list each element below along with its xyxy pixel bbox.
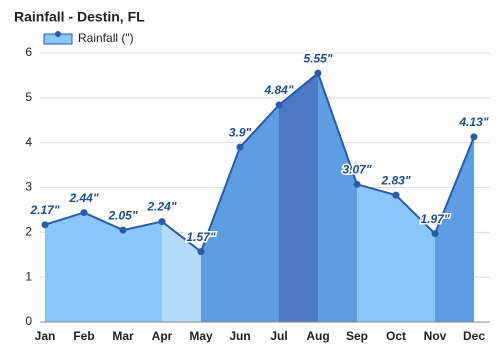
y-tick-label: 6 (25, 45, 32, 59)
point (392, 191, 400, 199)
value-label: 3.9" (229, 125, 252, 139)
y-tick-label: 1 (25, 269, 32, 283)
y-tick-label: 0 (25, 314, 32, 328)
x-tick-label: Aug (306, 329, 329, 343)
y-tick-label: 4 (25, 135, 32, 149)
x-tick-label: May (189, 329, 213, 343)
area-segment (396, 195, 435, 322)
value-label: 5.55" (303, 51, 332, 65)
value-label: 3.07" (342, 163, 371, 177)
point (119, 226, 127, 234)
x-tick-label: Jul (270, 329, 287, 343)
x-tick-label: Sep (346, 329, 368, 343)
area-segment (279, 73, 318, 322)
point (236, 143, 244, 151)
value-label: 2.44" (68, 191, 98, 205)
value-label: 1.57" (186, 230, 215, 244)
area-segment (318, 73, 357, 322)
y-tick-label: 3 (25, 180, 32, 194)
chart-title: Rainfall - Destin, FL (14, 9, 145, 25)
x-tick-label: Jun (229, 329, 250, 343)
value-label: 2.24" (146, 200, 176, 214)
value-label: 2.05" (107, 208, 137, 222)
y-tick-label: 2 (25, 225, 32, 239)
area-segment (240, 105, 279, 322)
area-segment (357, 184, 396, 322)
area-segment (435, 136, 474, 322)
value-label: 1.97" (420, 212, 449, 226)
point (314, 69, 322, 77)
point (80, 209, 88, 217)
value-label: 2.17" (29, 203, 59, 217)
point (470, 133, 478, 141)
point (431, 230, 439, 238)
value-label: 4.13" (458, 115, 488, 129)
line (44, 71, 475, 254)
y-tick-label: 5 (25, 90, 32, 104)
x-tick-label: Oct (386, 329, 406, 343)
point (353, 180, 361, 188)
x-tick-label: Mar (112, 329, 134, 343)
point (197, 248, 205, 256)
x-tick-label: Apr (152, 329, 173, 343)
point (158, 218, 166, 226)
area-segment (162, 221, 201, 322)
x-tick-label: Nov (424, 329, 447, 343)
value-label: 4.84" (263, 83, 293, 97)
area-segment (123, 221, 162, 322)
point (275, 101, 283, 109)
legend-marker (55, 31, 61, 37)
x-tick-label: Dec (463, 329, 485, 343)
value-label: 2.83" (380, 173, 410, 187)
legend-label: Rainfall (") (78, 31, 134, 45)
x-tick-label: Jan (35, 329, 56, 343)
area-segment (201, 147, 240, 322)
point (41, 221, 49, 229)
area-segment (84, 212, 123, 322)
area-segment (45, 212, 84, 322)
x-tick-label: Feb (73, 329, 94, 343)
